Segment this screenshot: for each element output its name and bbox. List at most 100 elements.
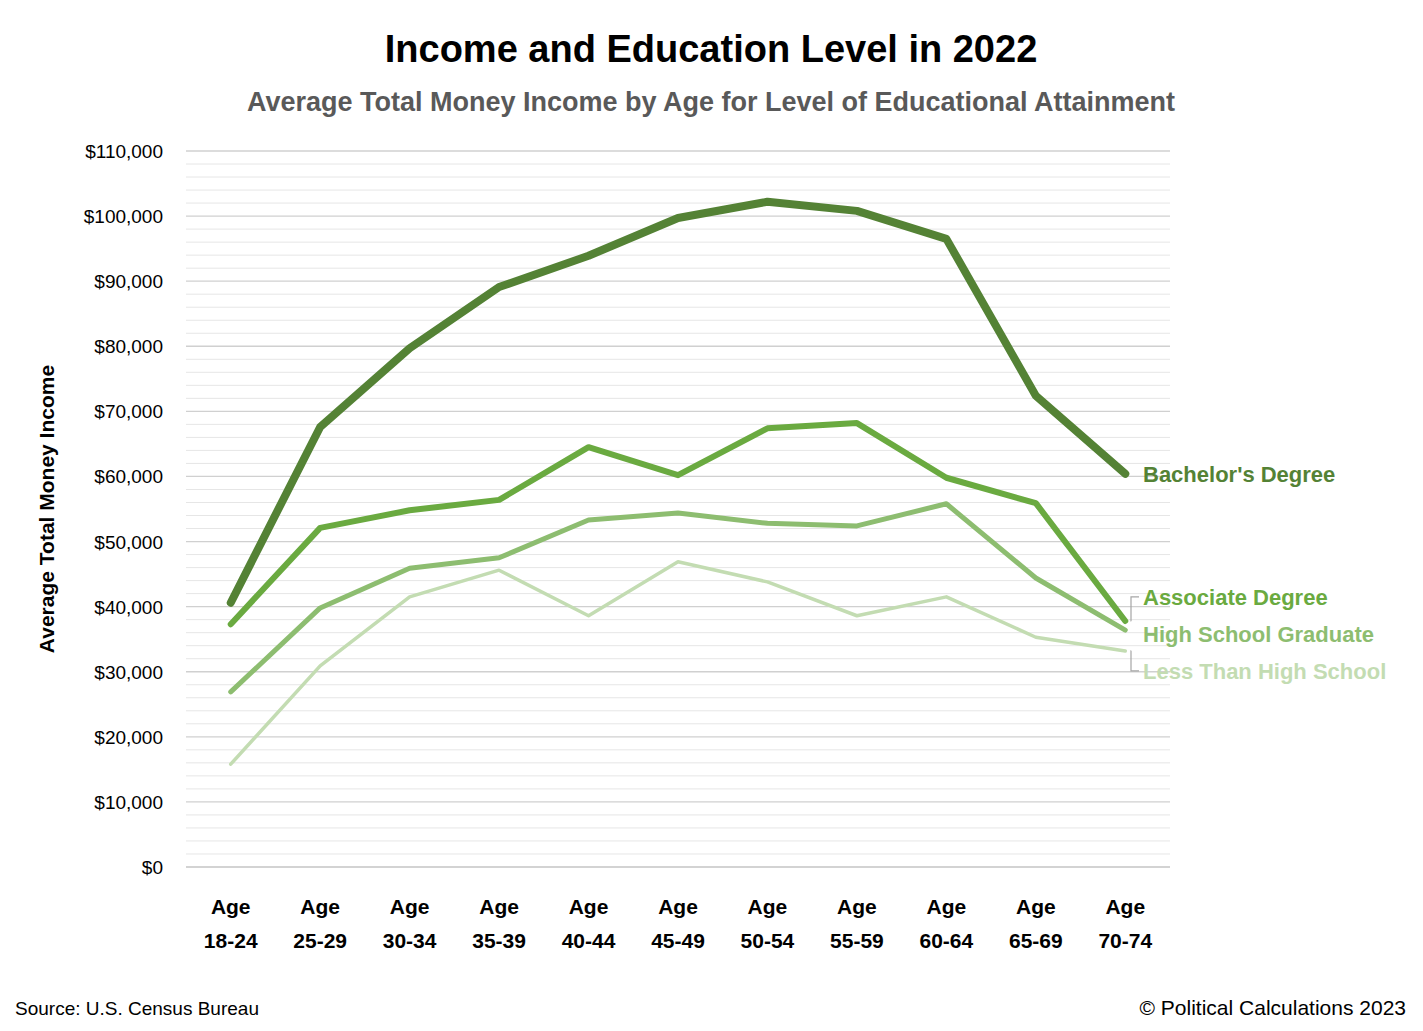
- minor-grid-line: [186, 294, 1170, 295]
- x-tick-label-line: 70-74: [1098, 929, 1152, 952]
- y-tick-label: $90,000: [94, 271, 163, 292]
- title: Income and Education Level in 2022: [385, 28, 1038, 70]
- series-label: Associate Degree: [1143, 585, 1328, 610]
- minor-grid-line: [186, 242, 1170, 243]
- label-leader: [1131, 651, 1139, 671]
- x-tick-label-line: Age: [927, 895, 967, 918]
- minor-grid-line: [186, 320, 1170, 321]
- x-tick-label-line: Age: [300, 895, 340, 918]
- grid-line: [186, 541, 1170, 542]
- minor-grid-line: [186, 255, 1170, 256]
- y-tick-label: $30,000: [94, 662, 163, 683]
- y-tick-label: $20,000: [94, 727, 163, 748]
- x-tick-label-line: Age: [1105, 895, 1145, 918]
- minor-grid-line: [186, 749, 1170, 750]
- x-tick-label: Age 45-49: [651, 895, 705, 952]
- x-tick-label: Age60-64: [920, 895, 974, 952]
- minor-grid-line: [186, 580, 1170, 581]
- x-tick-label-line: Age: [748, 895, 788, 918]
- series-line: [231, 504, 1126, 692]
- x-tick-label: Age 50-54: [741, 895, 795, 952]
- x-tick-label: Age 30-34: [383, 895, 437, 952]
- minor-grid-line: [186, 762, 1170, 763]
- minor-grid-line: [186, 619, 1170, 620]
- minor-grid-line: [186, 177, 1170, 178]
- label-leader: [1131, 597, 1139, 621]
- x-tick-label: Age 70-74: [1098, 895, 1152, 952]
- minor-grid-line: [186, 775, 1170, 776]
- minor-grid-line: [186, 684, 1170, 685]
- x-tick-label-line: Age: [1016, 895, 1056, 918]
- minor-grid-line: [186, 645, 1170, 646]
- series-label: High School Graduate: [1143, 622, 1374, 647]
- grid-line: [186, 671, 1170, 672]
- x-tick-label-line: 40-44: [562, 929, 616, 952]
- x-tick-label-line: Age: [569, 895, 609, 918]
- x-tick-label-line: 35-39: [472, 929, 526, 952]
- y-tick-label: $70,000: [94, 401, 163, 422]
- minor-grid-line: [186, 424, 1170, 425]
- minor-grid-line: [186, 203, 1170, 204]
- minor-grid-line: [186, 437, 1170, 438]
- minor-grid-line: [186, 450, 1170, 451]
- x-tick-label: Age 55-59: [830, 895, 884, 952]
- series-label: Bachelor's Degree: [1143, 462, 1335, 487]
- minor-grid-line: [186, 853, 1170, 854]
- y-tick-label: $110,000: [85, 141, 163, 162]
- minor-grid-line: [186, 229, 1170, 230]
- y-tick-label: $60,000: [94, 466, 163, 487]
- x-tick-label-line: Age: [479, 895, 519, 918]
- minor-grid-line: [186, 840, 1170, 841]
- minor-grid-line: [186, 307, 1170, 308]
- y-axis-label: Average Total Money Income: [35, 365, 58, 653]
- x-tick-label-line: Age: [837, 895, 877, 918]
- y-tick-label: $0: [142, 857, 163, 878]
- minor-grid-line: [186, 164, 1170, 165]
- source: Source: U.S. Census Bureau: [15, 998, 259, 1019]
- y-tick-label: $10,000: [94, 792, 163, 813]
- minor-grid-line: [186, 554, 1170, 555]
- minor-grid-line: [186, 268, 1170, 269]
- x-tick-label-line: 50-54: [741, 929, 795, 952]
- x-tick-label-line: Age: [211, 895, 251, 918]
- x-tick-label-line: 45-49: [651, 929, 705, 952]
- minor-grid-line: [186, 814, 1170, 815]
- subtitle: Average Total Money Income by Age for Le…: [247, 87, 1175, 117]
- minor-grid-line: [186, 593, 1170, 594]
- x-tick-label-line: Age: [390, 895, 430, 918]
- minor-grid-line: [186, 827, 1170, 828]
- minor-grid-line: [186, 489, 1170, 490]
- minor-grid-line: [186, 710, 1170, 711]
- series-line: [231, 202, 1126, 603]
- minor-grid-line: [186, 398, 1170, 399]
- minor-grid-line: [186, 385, 1170, 386]
- minor-grid-line: [186, 788, 1170, 789]
- lines: [231, 202, 1126, 764]
- minor-grid-line: [186, 359, 1170, 360]
- minor-grid-line: [186, 658, 1170, 659]
- x-tick-label: Age 65-69: [1009, 895, 1063, 952]
- x-tick-label-line: 25-29: [293, 929, 347, 952]
- minor-grid-line: [186, 190, 1170, 191]
- grid-line: [186, 866, 1170, 867]
- grid-line: [186, 346, 1170, 347]
- x-tick-label-line: 55-59: [830, 929, 884, 952]
- minor-grid-line: [186, 697, 1170, 698]
- grid-line: [186, 606, 1170, 607]
- x-tick-label: Age 18-24: [204, 895, 258, 952]
- series-line: [231, 423, 1126, 624]
- minor-grid-line: [186, 333, 1170, 334]
- x-tick-label: Age 40-44: [562, 895, 616, 952]
- grid-line: [186, 150, 1170, 151]
- y-tick-label: $40,000: [94, 597, 163, 618]
- y-tick-label: $80,000: [94, 336, 163, 357]
- x-tick-label-line: Age: [658, 895, 698, 918]
- x-tick-label-line: 65-69: [1009, 929, 1063, 952]
- credit: © Political Calculations 2023: [1140, 996, 1406, 1019]
- x-tick-label-line: 18-24: [204, 929, 258, 952]
- grid-line: [186, 801, 1170, 802]
- grid: [186, 151, 1170, 867]
- x-tick-label-line: 30-34: [383, 929, 437, 952]
- y-tick-label: $100,000: [84, 206, 163, 227]
- x-tick-label: Age 35-39: [472, 895, 526, 952]
